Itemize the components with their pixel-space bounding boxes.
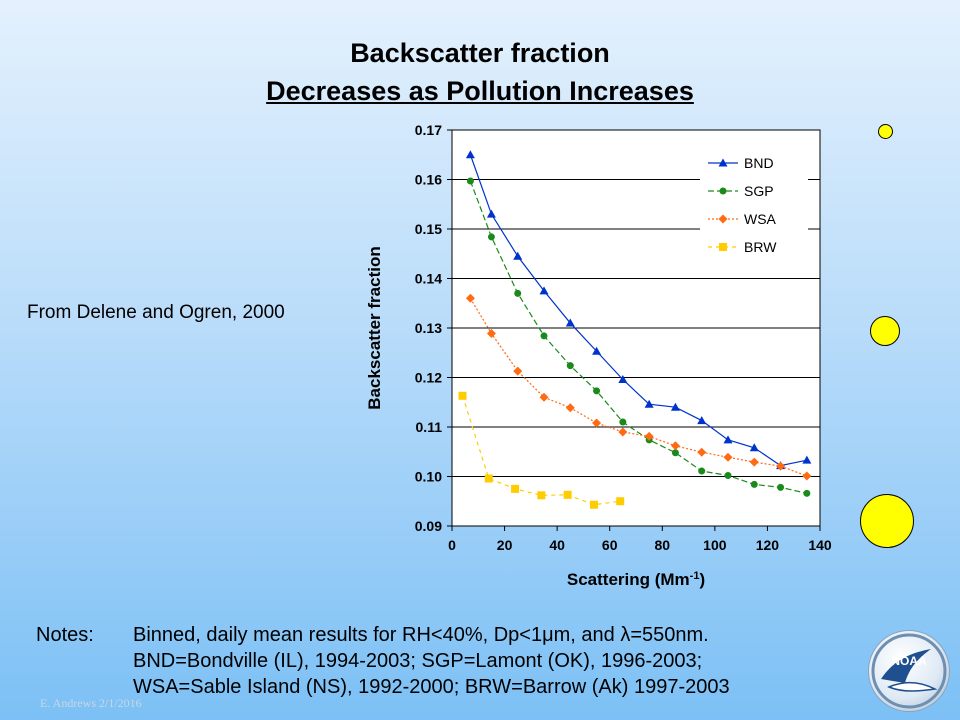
legend-marker-sgp — [719, 187, 727, 195]
data-point-sgp — [540, 332, 548, 340]
x-axis-label: Scattering (Mm-1) — [567, 570, 705, 589]
data-point-wsa — [513, 366, 523, 376]
noaa-logo: NOAA — [868, 630, 950, 712]
series-line-bnd — [469, 154, 807, 467]
data-point-wsa — [565, 403, 575, 413]
data-point-wsa — [776, 461, 786, 471]
y-tick-label: 0.11 — [416, 419, 443, 435]
notes-label: Notes: — [36, 624, 94, 646]
data-point-brw — [484, 474, 493, 483]
data-point-bnd — [644, 399, 654, 408]
data-point-sgp — [514, 289, 522, 297]
noaa-logo-icon: NOAA — [871, 633, 947, 709]
backscatter-chart: 0.09 0.10 0.11 0.12 0.13 0.14 0.15 0.16 0.17 0 20 4… — [365, 122, 832, 589]
data-point-wsa — [723, 452, 733, 462]
slide-title: Backscatter fraction — [350, 38, 610, 68]
x-tick-label: 0 — [448, 537, 456, 553]
y-tick-label: 0.13 — [415, 320, 442, 336]
data-point-sgp — [724, 472, 732, 480]
data-point-sgp — [619, 418, 627, 426]
y-tick-label: 0.09 — [415, 518, 442, 534]
legend-marker-bnd — [718, 158, 728, 167]
notes-body: Binned, daily mean results for RH<40%, D… — [133, 622, 730, 700]
x-tick-label: 100 — [703, 537, 727, 553]
data-point-sgp — [698, 467, 706, 475]
source-citation: From Delene and Ogren, 2000 — [27, 302, 285, 323]
footer-credit: E. Andrews 2/1/2016 — [40, 696, 142, 710]
data-point-bnd — [539, 286, 549, 295]
data-point-bnd — [618, 374, 628, 383]
data-point-bnd — [697, 416, 707, 425]
y-tick-label: 0.16 — [415, 172, 442, 188]
data-point-wsa — [618, 427, 628, 437]
y-tick-label: 0.10 — [415, 469, 442, 485]
data-point-wsa — [670, 441, 680, 451]
y-tick-label: 0.17 — [415, 122, 442, 138]
data-point-wsa — [749, 457, 759, 467]
data-point-sgp — [593, 387, 601, 395]
series-line-wsa — [469, 297, 808, 477]
data-point-wsa — [697, 447, 707, 457]
x-tick-label: 120 — [756, 537, 780, 553]
data-point-bnd — [565, 318, 575, 327]
x-tick-label: 140 — [808, 537, 832, 553]
data-point-bnd — [670, 402, 680, 411]
notes-line: Binned, daily mean results for RH<40%, D… — [133, 624, 709, 646]
data-point-sgp — [466, 177, 474, 185]
legend-marker-wsa — [718, 214, 728, 224]
data-point-wsa — [539, 392, 549, 402]
notes-line: WSA=Sable Island (NS), 1992-2000; BRW=Ba… — [133, 676, 730, 698]
slide-subtitle: Decreases as Pollution Increases — [266, 76, 694, 106]
legend-label: SGP — [744, 183, 774, 199]
series-line-sgp — [469, 180, 807, 494]
data-point-brw — [537, 491, 546, 500]
data-point-bnd — [513, 251, 523, 260]
x-tick-label: 60 — [602, 537, 618, 553]
data-point-bnd — [486, 209, 496, 218]
data-point-brw — [511, 484, 520, 493]
data-point-bnd — [802, 455, 812, 464]
data-point-bnd — [723, 435, 733, 444]
legend-label: BND — [744, 155, 774, 171]
data-point-brw — [458, 391, 467, 400]
y-tick-label: 0.15 — [415, 221, 442, 237]
x-tick-label: 80 — [654, 537, 670, 553]
data-point-bnd — [465, 150, 475, 159]
small-circle-icon — [878, 124, 893, 139]
data-point-brw — [589, 500, 598, 509]
y-tick-label: 0.12 — [415, 370, 442, 386]
legend-label: WSA — [744, 211, 777, 227]
y-tick-label: 0.14 — [415, 271, 442, 287]
medium-circle-icon — [870, 316, 900, 346]
data-point-brw — [616, 497, 625, 506]
data-point-brw — [563, 490, 572, 499]
data-point-sgp — [803, 489, 811, 497]
data-point-bnd — [749, 443, 759, 452]
x-tick-label: 20 — [497, 537, 513, 553]
y-axis-label: Backscatter fraction — [365, 246, 384, 409]
data-point-sgp — [566, 362, 574, 370]
data-point-wsa — [465, 293, 475, 303]
data-point-sgp — [750, 480, 758, 488]
data-point-wsa — [592, 418, 602, 428]
data-point-sgp — [487, 233, 495, 241]
data-point-sgp — [671, 449, 679, 457]
notes-line: BND=Bondville (IL), 1994-2003; SGP=Lamon… — [133, 650, 703, 672]
legend-label: BRW — [744, 239, 777, 255]
legend-box — [700, 149, 808, 263]
data-point-wsa — [644, 431, 654, 441]
legend-marker-brw — [719, 243, 727, 251]
data-point-wsa — [802, 471, 812, 481]
x-tick-label: 40 — [549, 537, 565, 553]
data-point-sgp — [777, 483, 785, 491]
logo-text: NOAA — [891, 654, 927, 668]
data-point-wsa — [486, 328, 496, 338]
data-point-bnd — [592, 346, 602, 355]
large-circle-icon — [860, 494, 914, 548]
